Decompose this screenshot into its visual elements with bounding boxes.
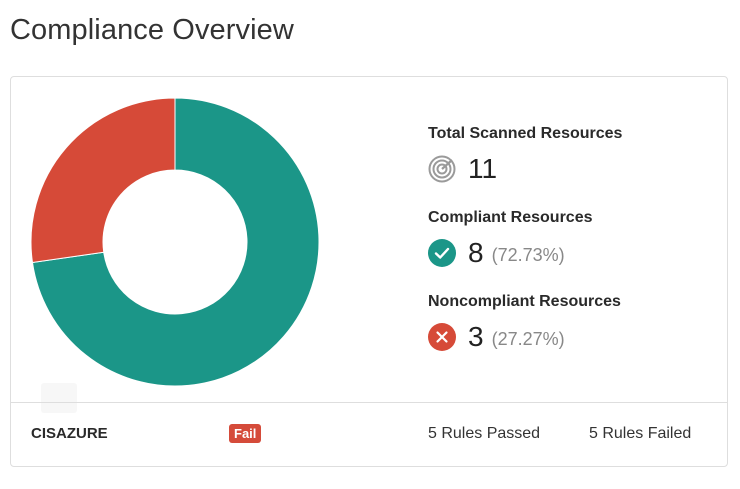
total-scanned-value: 11	[468, 153, 498, 184]
total-scanned-label: Total Scanned Resources	[428, 125, 623, 142]
total-scanned-stat: Total Scanned Resources 11	[428, 125, 622, 185]
chart-handle	[41, 383, 77, 413]
compliant-label: Compliant Resources	[428, 209, 593, 226]
x-circle-icon	[428, 323, 456, 351]
donut-slice-compliant[interactable]	[31, 97, 320, 387]
radar-icon	[428, 155, 456, 183]
compliant-stat: Compliant Resources 8 (72.73%)	[428, 209, 592, 269]
check-circle-icon	[428, 239, 456, 267]
donut-chart-svg	[30, 97, 320, 387]
noncompliant-percent: (27.27%)	[491, 328, 565, 349]
standard-name: CISAZURE	[31, 425, 108, 442]
card-footer: CISAZURE Fail 5 Rules Passed 5 Rules Fai…	[11, 402, 727, 466]
donut-chart	[30, 97, 320, 387]
page-title: Compliance Overview	[10, 14, 294, 46]
compliant-percent: (72.73%)	[491, 244, 565, 265]
donut-slice-noncompliant[interactable]	[30, 97, 176, 264]
noncompliant-label: Noncompliant Resources	[428, 293, 621, 310]
noncompliant-stat: Noncompliant Resources 3 (27.27%)	[428, 293, 621, 353]
compliant-value: 8	[468, 237, 484, 268]
status-badge: Fail	[229, 424, 262, 443]
rules-failed-count: 5 Rules Failed	[589, 425, 692, 442]
rules-passed-count: 5 Rules Passed	[428, 425, 541, 442]
compliance-card: Total Scanned Resources 11 Compliant Res…	[10, 76, 728, 467]
noncompliant-value: 3	[468, 321, 484, 352]
